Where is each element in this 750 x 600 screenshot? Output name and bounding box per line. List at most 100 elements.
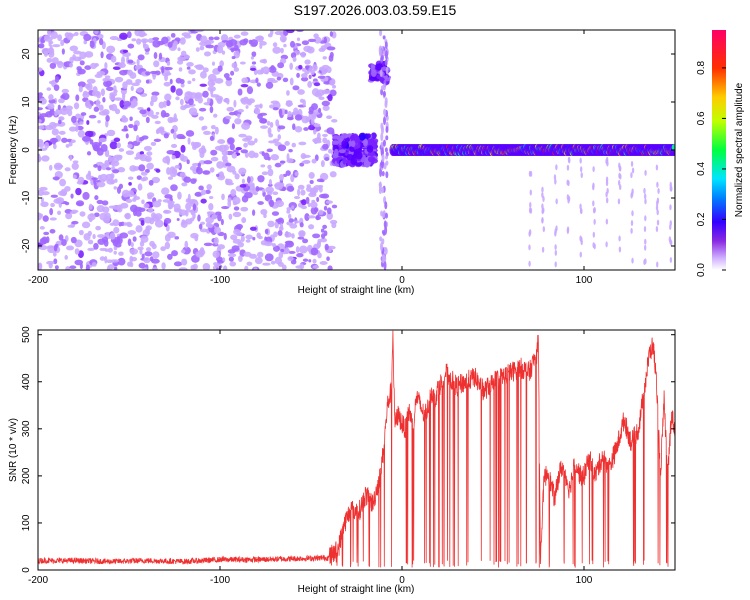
spectrogram-cell [277, 62, 285, 69]
spectrogram-cell [170, 32, 176, 38]
spectrogram-cell [270, 154, 279, 161]
spectrogram-cell [58, 116, 65, 121]
spectrogram-cell [163, 209, 169, 214]
spectrogram-cell [79, 51, 87, 60]
spectrogram-cell [191, 112, 199, 116]
spectrogram-cell [329, 31, 333, 37]
spectrogram-cell [226, 106, 235, 112]
spectrogram-cell [216, 267, 221, 270]
spectrogram-cell [119, 100, 125, 109]
spectrogram-cell [284, 109, 288, 115]
spectrogram-cell [128, 182, 132, 186]
spectrogram-cell [310, 69, 315, 75]
spectrogram-cell [349, 146, 355, 153]
spectrogram-cell [73, 31, 79, 36]
spectrogram-cell [57, 60, 64, 69]
spectrogram-cell [44, 124, 54, 131]
spectrogram-cell [46, 87, 52, 91]
spectrogram-cell [384, 97, 388, 105]
spectrogram-cell [240, 97, 248, 103]
spectrogram-cell [383, 220, 387, 229]
spectrogram-cell [292, 56, 297, 62]
snr-x-tick-label: 0 [399, 575, 405, 586]
spectrogram-cell [315, 214, 320, 221]
spectrogram-cell [149, 217, 155, 225]
spectrogram-cell [322, 137, 328, 144]
spectrogram-cell [368, 76, 377, 81]
spectrogram-cell [287, 213, 292, 220]
spectrogram-cell [294, 171, 299, 177]
spectrogram-cell [114, 178, 118, 183]
spectrogram-cell [87, 247, 95, 252]
spectrogram-cell [233, 67, 240, 72]
spectrogram-cell [262, 66, 270, 75]
spectrogram-cell [87, 103, 92, 110]
spectrogram-cell [332, 84, 337, 89]
spectrogram-cell [221, 50, 226, 55]
spectrogram-cell [229, 143, 235, 151]
spectrogram-cell [93, 242, 99, 250]
spectrogram-cell [240, 206, 249, 212]
spectrogram-y-tick-label: 10 [21, 96, 32, 108]
spectrogram-cell [125, 221, 132, 226]
spectrogram-cell [134, 156, 139, 160]
spectrogram-cell [180, 50, 187, 56]
spectrogram-cell [185, 130, 195, 137]
spectrogram-cell [199, 107, 207, 112]
spectrogram-cell [300, 189, 306, 196]
spectrogram-cell [380, 241, 384, 252]
spectrogram-cell [312, 265, 320, 269]
spectrogram-cell [274, 162, 282, 168]
spectrogram-cell [113, 250, 117, 255]
spectrogram-cell [52, 176, 60, 181]
spectrogram-cell [54, 76, 60, 83]
spectrogram-cell [114, 76, 124, 83]
spectrogram-cell [299, 263, 305, 270]
spectrogram-cell [92, 90, 100, 97]
spectrogram-cell [568, 157, 571, 164]
spectrogram-cell [145, 79, 150, 84]
spectrogram-cell [190, 264, 196, 270]
spectrogram-cell [249, 67, 257, 71]
spectrogram-cell [233, 44, 239, 51]
spectrogram-cell [311, 88, 320, 97]
spectrogram-cell [326, 212, 333, 220]
spectrogram-cell [311, 158, 317, 164]
spectrogram-cell [292, 85, 300, 91]
spectrogram-cell [118, 251, 124, 256]
spectrogram-cell [277, 134, 282, 140]
spectrogram-cell [38, 67, 43, 72]
spectrogram-cell [152, 267, 158, 270]
spectrogram-cell [135, 78, 142, 84]
spectrogram-cell [319, 237, 328, 243]
spectrogram-cell [39, 226, 45, 230]
spectrogram-cell [93, 177, 97, 186]
spectrogram-cell [74, 248, 80, 255]
spectrogram-cell [204, 189, 211, 194]
spectrogram-cell [47, 103, 55, 110]
spectrogram-cell [179, 37, 186, 45]
spectrogram-cell [77, 81, 86, 88]
spectrogram-cell [239, 183, 247, 188]
spectrogram-cell [139, 240, 145, 247]
spectrogram-cell [42, 215, 49, 222]
spectrogram-cell [116, 142, 121, 149]
spectrogram-cell [316, 178, 324, 183]
spectrogram-cell [331, 204, 338, 209]
spectrogram-cell [87, 230, 92, 236]
spectrogram-cell [111, 166, 115, 170]
spectrogram-cell [385, 160, 389, 166]
spectrogram-cell [112, 219, 120, 227]
spectrogram-cell [53, 162, 63, 171]
spectrogram-cell [52, 123, 61, 127]
spectrogram-cell [156, 127, 165, 134]
spectrogram-cell [329, 79, 335, 86]
spectrogram-cell [46, 245, 55, 249]
spectrogram-cell [124, 212, 131, 220]
spectrogram-cell [267, 168, 274, 177]
spectrogram-cell [298, 64, 303, 70]
spectrogram-cell [97, 120, 101, 124]
spectrogram-cell [270, 260, 276, 265]
spectrogram-cell [118, 148, 125, 152]
spectrogram-cell [158, 52, 163, 60]
